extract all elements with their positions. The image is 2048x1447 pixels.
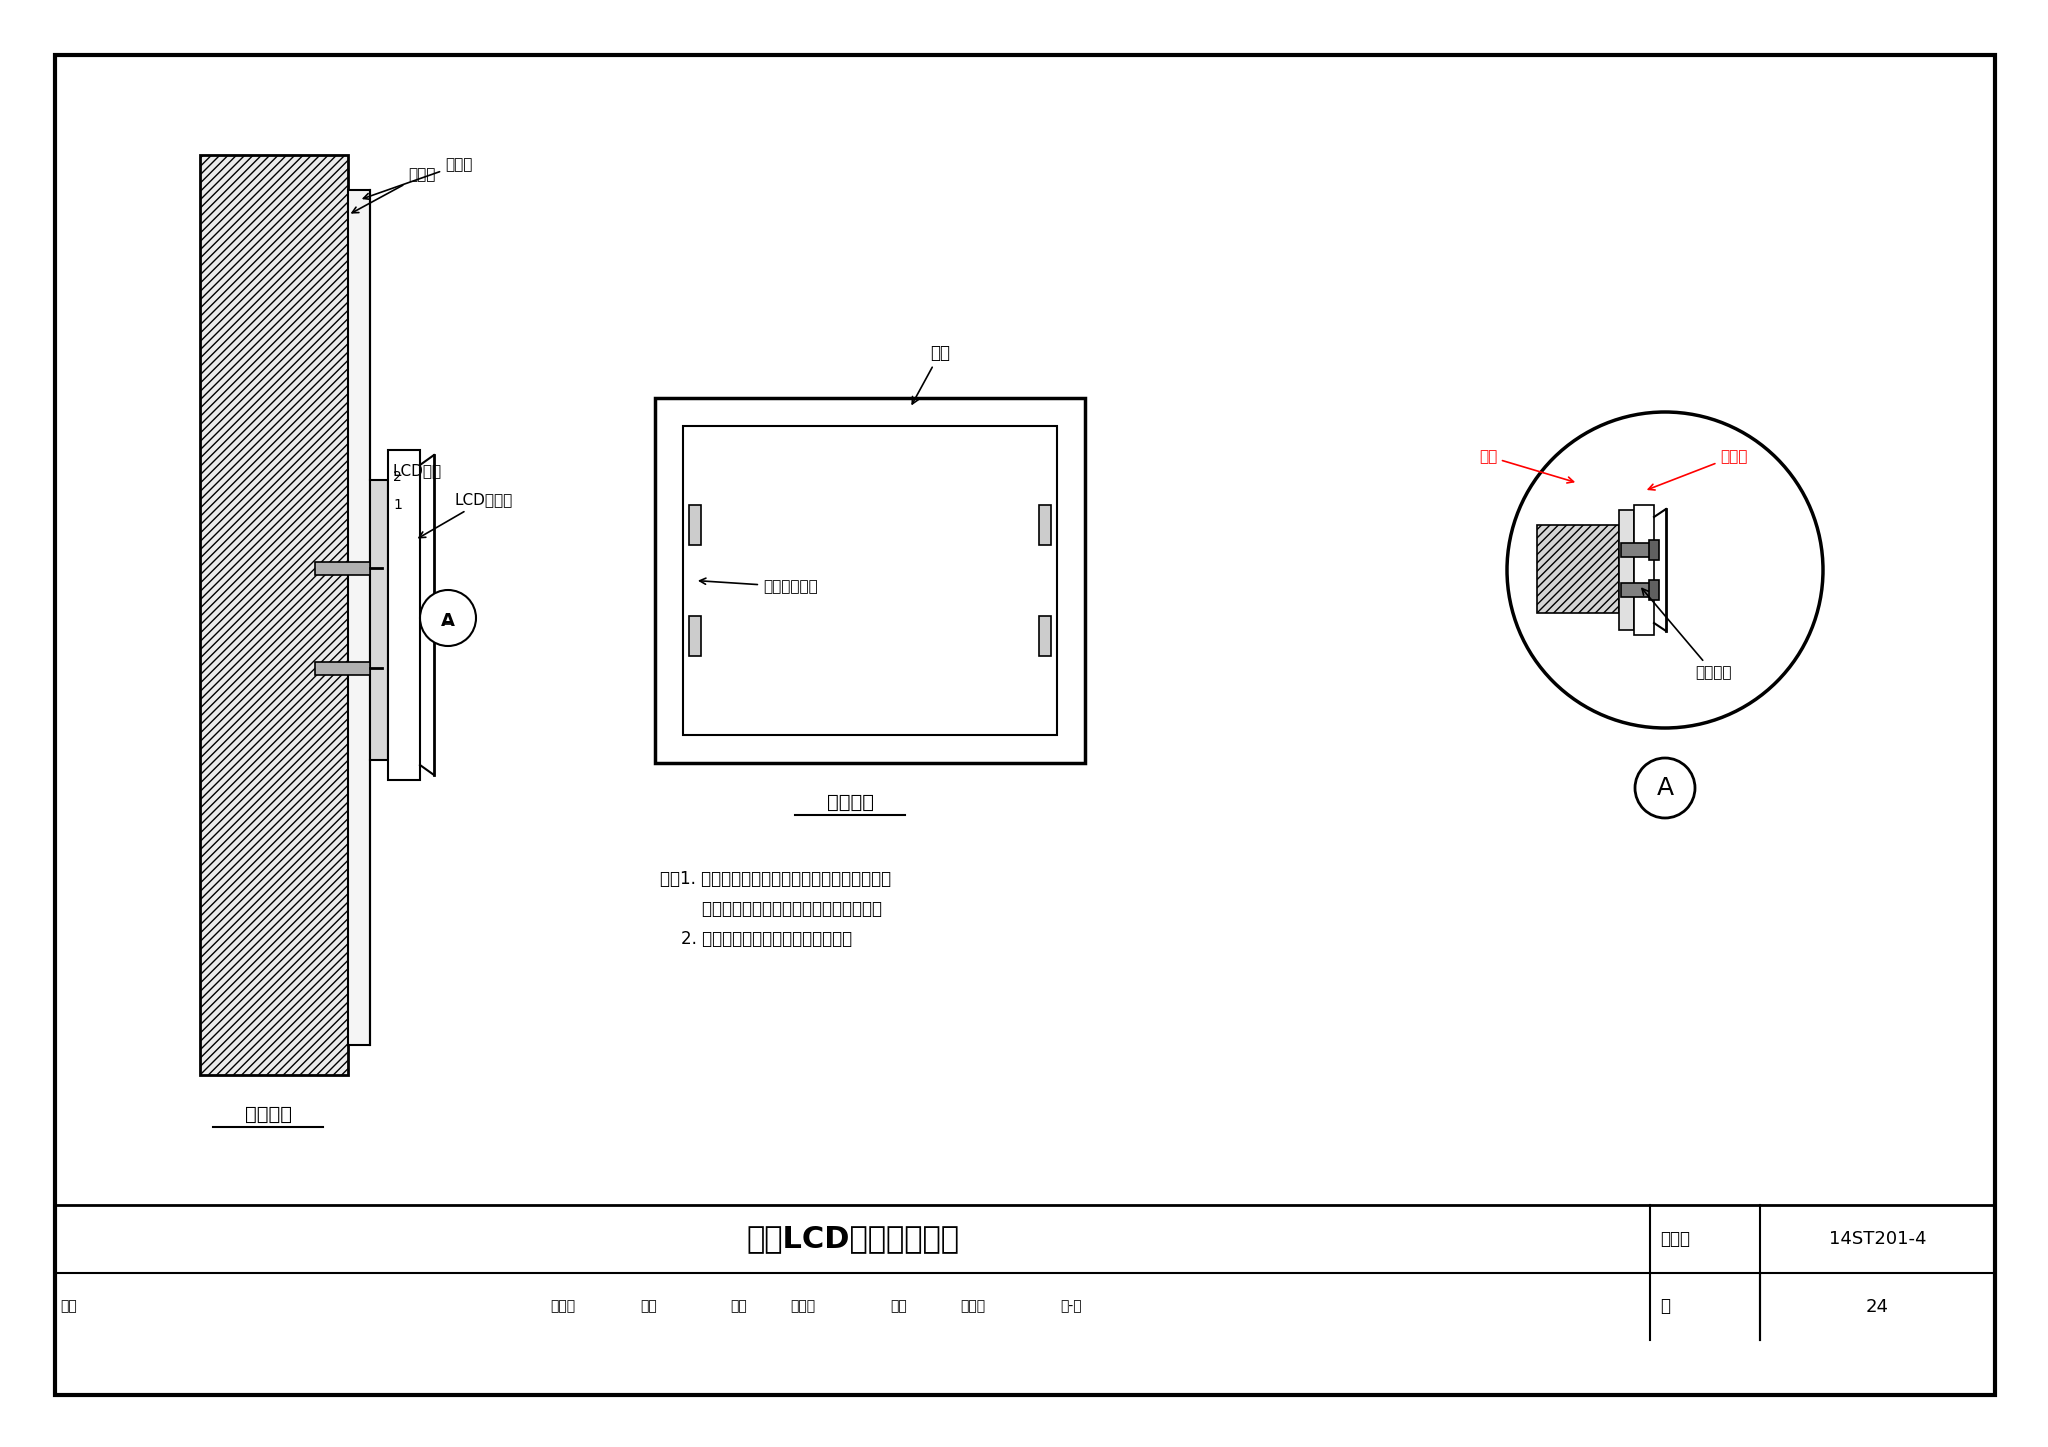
- Text: 王-砍: 王-砍: [1061, 1299, 1081, 1314]
- Circle shape: [420, 590, 475, 645]
- Text: 紧扣，保持显示屏安装后的平稳、牢固。: 紧扣，保持显示屏安装后的平稳、牢固。: [659, 900, 883, 917]
- Bar: [1622, 583, 1653, 598]
- Text: A: A: [1657, 776, 1673, 800]
- Text: A: A: [440, 612, 455, 629]
- Bar: [1649, 540, 1659, 560]
- Circle shape: [1634, 758, 1696, 818]
- Bar: [1038, 505, 1051, 546]
- Text: 2: 2: [393, 470, 401, 483]
- Bar: [371, 480, 387, 760]
- Text: 壁挂LCD显示屏安装图: 壁挂LCD显示屏安装图: [745, 1224, 958, 1253]
- Text: 王磊: 王磊: [639, 1299, 657, 1314]
- Text: LCD显示屏: LCD显示屏: [420, 492, 514, 538]
- Bar: [688, 616, 700, 655]
- Text: 注：1. 吊箱与显示屏进行连接时，两个连接孔必须: 注：1. 吊箱与显示屏进行连接时，两个连接孔必须: [659, 870, 891, 888]
- Text: 24: 24: [1866, 1298, 1888, 1315]
- Text: 吊箱: 吊箱: [911, 344, 950, 404]
- Text: 吴光飞: 吴光飞: [961, 1299, 985, 1314]
- Text: 2. 膨胀螺栓规格型号符合设计要求。: 2. 膨胀螺栓规格型号符合设计要求。: [659, 930, 852, 948]
- Text: 连接螺栓: 连接螺栓: [1642, 589, 1731, 680]
- Text: 侧立面图: 侧立面图: [244, 1106, 291, 1124]
- Text: 吊箱: 吊箱: [1479, 449, 1573, 483]
- Bar: [688, 505, 700, 546]
- Text: LCD挂箱: LCD挂箱: [393, 463, 442, 478]
- Text: 王富章: 王富章: [551, 1299, 575, 1314]
- Text: 校对: 校对: [729, 1299, 748, 1314]
- Bar: [1536, 525, 1620, 614]
- Circle shape: [1507, 412, 1823, 728]
- Text: 14ST201-4: 14ST201-4: [1829, 1230, 1927, 1247]
- Text: 审核: 审核: [59, 1299, 76, 1314]
- Text: 装修面: 装修面: [362, 158, 473, 200]
- Text: 高洪波: 高洪波: [791, 1299, 815, 1314]
- Bar: [1038, 616, 1051, 655]
- Bar: [201, 155, 348, 1075]
- Text: 结构面: 结构面: [352, 168, 436, 213]
- Bar: [1620, 509, 1634, 629]
- Text: 图集号: 图集号: [1661, 1230, 1690, 1247]
- Text: 显示屏: 显示屏: [1649, 449, 1747, 491]
- Bar: [1622, 543, 1653, 557]
- Bar: [315, 561, 371, 574]
- Bar: [315, 661, 371, 674]
- Bar: [1634, 505, 1655, 635]
- Bar: [655, 398, 1085, 763]
- Text: 页: 页: [1661, 1298, 1669, 1315]
- Bar: [348, 190, 371, 1045]
- Bar: [1649, 580, 1659, 601]
- Text: 审定: 审定: [891, 1299, 907, 1314]
- Bar: [387, 450, 420, 780]
- Text: 正立面图: 正立面图: [827, 793, 874, 812]
- Bar: [682, 425, 1057, 735]
- Text: 1: 1: [393, 498, 401, 512]
- Text: 显示器连接孔: 显示器连接孔: [700, 579, 817, 595]
